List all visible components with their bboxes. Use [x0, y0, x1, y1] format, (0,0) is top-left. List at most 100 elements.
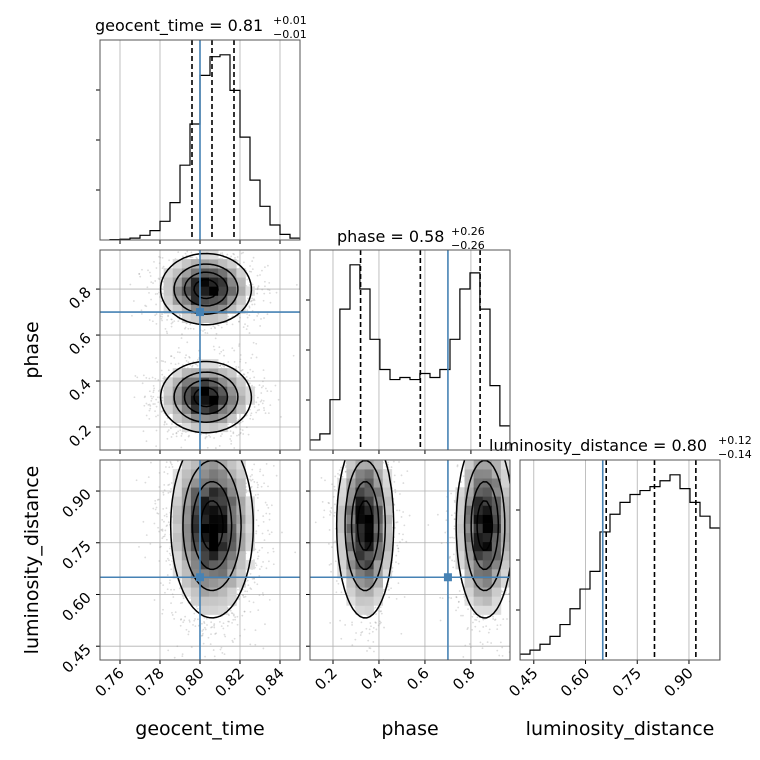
- sample-point: [245, 491, 248, 494]
- sample-point: [262, 647, 265, 650]
- sample-point: [262, 520, 265, 523]
- density-cell: [209, 386, 219, 396]
- sample-point: [176, 453, 178, 455]
- density-cell: [209, 422, 219, 433]
- sample-point: [201, 634, 204, 637]
- sample-point: [256, 481, 259, 484]
- sample-point: [248, 270, 251, 273]
- sample-point: [258, 568, 261, 570]
- panel-border-2-2: [519, 459, 721, 661]
- density-cell: [218, 277, 228, 287]
- sample-point: [155, 322, 158, 325]
- sample-point: [218, 452, 220, 454]
- sample-point: [185, 359, 188, 362]
- sample-point: [246, 312, 248, 315]
- sample-point: [234, 214, 236, 216]
- title-geocent-time-median: 0.81: [228, 16, 264, 35]
- sample-point: [176, 645, 179, 648]
- sample-point: [249, 611, 252, 613]
- sample-point: [191, 365, 193, 368]
- sample-point: [254, 494, 257, 496]
- x-axis-label-geocent-time: geocent_time: [135, 718, 264, 740]
- sample-point: [213, 626, 216, 629]
- sample-point: [235, 426, 238, 429]
- sample-point: [187, 435, 190, 438]
- panel-content-2-0: [100, 357, 300, 671]
- sample-point: [149, 275, 152, 277]
- sample-point: [236, 434, 238, 437]
- sample-point: [257, 483, 259, 486]
- sample-point: [233, 349, 236, 352]
- sample-point: [168, 547, 171, 550]
- sample-point: [203, 328, 206, 331]
- title-luminosity-distance-plus: +0.12: [718, 434, 752, 447]
- sample-point: [150, 298, 152, 301]
- sample-point: [138, 545, 140, 548]
- sample-point: [178, 454, 180, 456]
- sample-point: [265, 463, 268, 465]
- sample-point: [253, 577, 255, 580]
- sample-point: [295, 284, 298, 286]
- sample-point: [238, 345, 240, 347]
- sample-point: [161, 518, 164, 521]
- sample-point: [161, 292, 164, 295]
- sample-point: [176, 351, 179, 354]
- sample-point: [157, 277, 160, 280]
- sample-point: [237, 366, 240, 369]
- sample-point: [243, 373, 246, 376]
- panel-content-2-2: [520, 460, 720, 660]
- title-phase-main: phase =: [337, 227, 409, 246]
- density-cell: [218, 304, 228, 314]
- sample-point: [251, 297, 254, 300]
- contour-geocent-time-phase-3: [193, 278, 219, 408]
- sample-point: [204, 436, 207, 439]
- sample-point: [181, 333, 183, 336]
- sample-point: [219, 364, 222, 367]
- sample-point: [135, 479, 138, 482]
- sample-point: [178, 357, 180, 359]
- density-cell: [236, 404, 246, 414]
- sample-point: [259, 325, 262, 327]
- sample-point: [190, 646, 193, 648]
- sample-point: [255, 401, 258, 404]
- sample-point: [213, 437, 215, 439]
- sample-point: [236, 615, 239, 618]
- sample-point: [169, 554, 172, 557]
- sample-point: [175, 426, 177, 428]
- sample-point: [250, 412, 253, 415]
- density-cell: [200, 413, 210, 424]
- sample-point: [215, 454, 217, 456]
- sample-point: [149, 542, 152, 545]
- sample-point: [196, 244, 198, 246]
- truth-marker-geocent-time-phase: [196, 308, 204, 317]
- density-cell: [172, 413, 183, 424]
- sample-point: [132, 300, 135, 302]
- sample-point: [210, 455, 212, 457]
- sample-point: [216, 669, 218, 671]
- sample-point: [148, 409, 151, 412]
- sample-point: [148, 390, 151, 393]
- histogram-luminosity-distance: [520, 474, 720, 660]
- sample-point: [138, 273, 141, 275]
- sample-point: [202, 330, 204, 332]
- sample-point: [155, 398, 158, 401]
- sample-point: [148, 403, 151, 406]
- y-axis-label-luminosity-distance: luminosity_distance: [21, 466, 43, 655]
- y-tick-label-phase-2: 0.6: [65, 329, 95, 359]
- density-cell: [227, 277, 237, 287]
- sample-point: [196, 364, 199, 367]
- sample-point: [269, 301, 272, 304]
- sample-point: [262, 561, 264, 563]
- sample-point: [232, 432, 235, 435]
- sample-point: [168, 259, 171, 262]
- sample-point: [262, 385, 265, 387]
- sample-point: [244, 457, 246, 459]
- sample-point: [232, 618, 235, 621]
- sample-point: [193, 453, 195, 455]
- density-cell: [227, 268, 237, 278]
- sample-point: [192, 360, 195, 363]
- density-cell: [236, 286, 246, 296]
- sample-point: [231, 422, 234, 425]
- sample-point: [161, 315, 164, 318]
- density-cell: [218, 377, 228, 387]
